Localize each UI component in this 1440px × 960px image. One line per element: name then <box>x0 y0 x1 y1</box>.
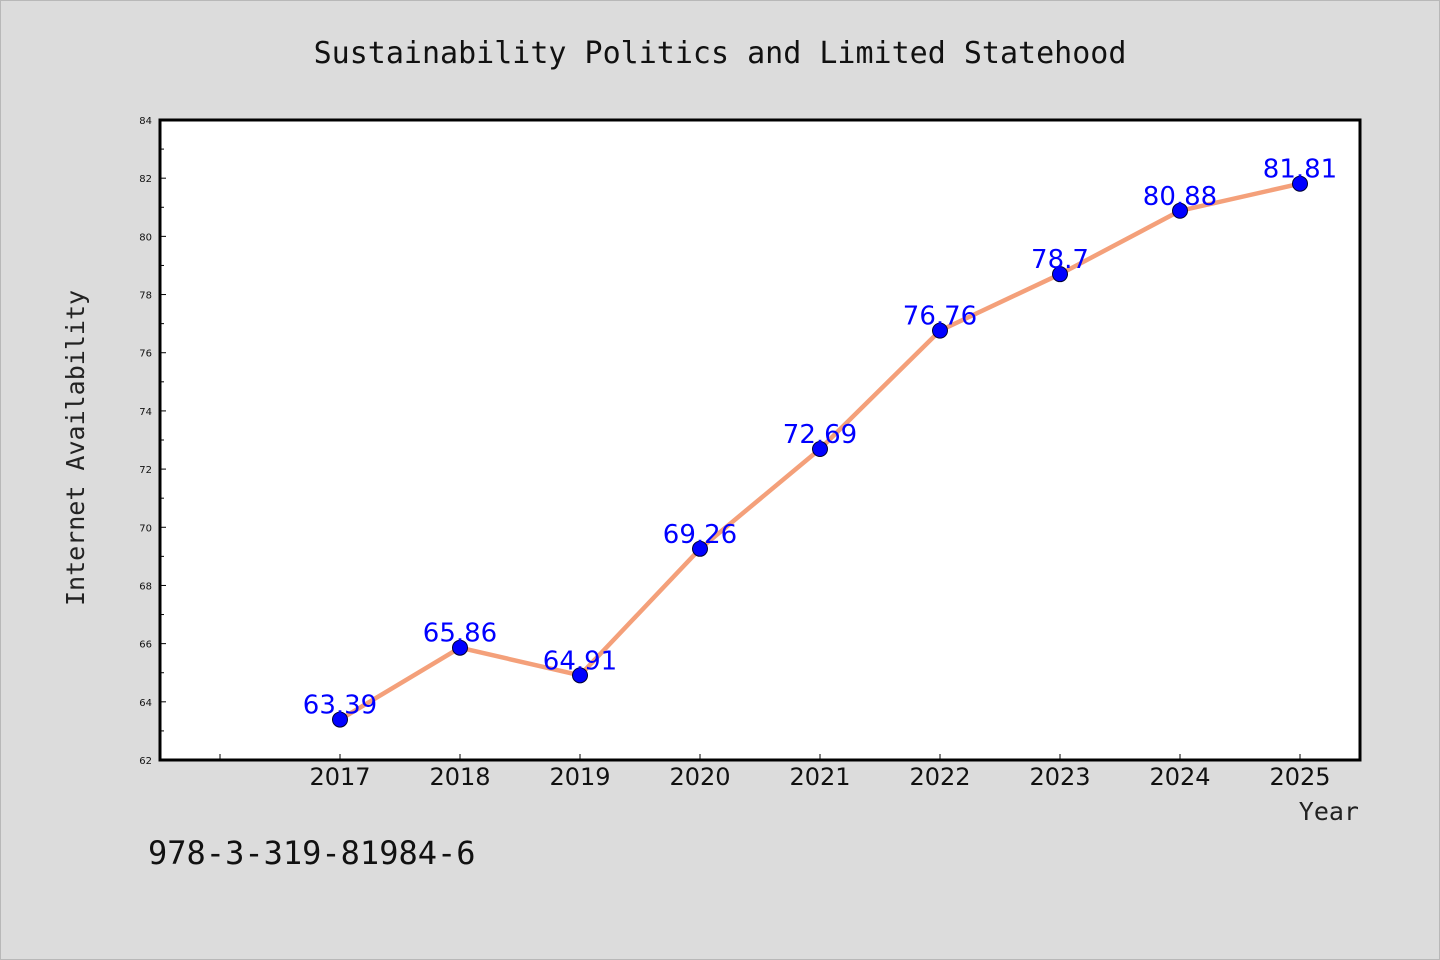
x-axis-label: Year <box>1299 797 1359 826</box>
y-tick-label: 80 <box>139 232 152 243</box>
x-tick-label: 2024 <box>1149 763 1210 791</box>
x-tick-label: 2018 <box>429 763 490 791</box>
data-point <box>812 441 828 458</box>
y-axis: 62 64 66 68 70 72 74 76 78 80 82 84 <box>139 116 166 767</box>
data-label: 65.86 <box>423 619 497 649</box>
data-label: 81.81 <box>1263 155 1337 185</box>
y-tick-label: 76 <box>139 349 152 360</box>
data-label: 76.76 <box>903 302 977 332</box>
data-point <box>572 667 588 684</box>
data-point <box>932 322 948 339</box>
y-tick-label: 66 <box>139 640 152 651</box>
data-label: 78.7 <box>1031 245 1089 275</box>
y-tick-label: 70 <box>139 523 152 534</box>
data-point <box>452 639 468 656</box>
x-tick-label: 2020 <box>669 763 730 791</box>
data-series <box>332 175 1308 728</box>
data-label: 63.39 <box>303 691 377 721</box>
data-labels: 63.39 65.86 64.91 69.26 72.69 76.76 78.7 80.88 8… <box>303 155 1337 721</box>
x-tick-label: 2023 <box>1029 763 1090 791</box>
y-tick-label: 62 <box>139 756 152 767</box>
plot-area <box>158 118 1362 762</box>
y-tick-label: 74 <box>139 407 152 418</box>
data-point <box>332 711 348 728</box>
y-tick-label: 72 <box>139 465 152 476</box>
data-label: 80.88 <box>1143 182 1217 212</box>
chart-title: Sustainability Politics and Limited Stat… <box>314 36 1127 71</box>
data-point <box>1172 202 1188 219</box>
data-point <box>1292 175 1308 192</box>
x-tick-label: 2022 <box>909 763 970 791</box>
y-axis-label: Internet Availability <box>61 290 90 606</box>
y-tick-label: 82 <box>139 174 152 185</box>
data-label: 72.69 <box>783 420 857 450</box>
x-axis: 2017 2018 2019 2020 2021 2022 2023 2024 2025 <box>219 754 1331 791</box>
x-tick-label: 2017 <box>309 763 370 791</box>
y-tick-label: 84 <box>139 116 152 127</box>
data-point <box>1052 266 1068 283</box>
y-tick-label: 64 <box>139 698 152 709</box>
x-tick-label: 2025 <box>1269 763 1330 791</box>
y-tick-label: 68 <box>139 581 152 592</box>
data-point <box>692 540 708 557</box>
data-label: 69.26 <box>663 520 737 550</box>
data-label: 64.91 <box>543 646 617 676</box>
isbn-text: 978-3-319-81984-6 <box>148 834 476 872</box>
x-tick-label: 2019 <box>549 763 610 791</box>
y-tick-label: 78 <box>139 291 152 302</box>
x-tick-label: 2021 <box>789 763 850 791</box>
